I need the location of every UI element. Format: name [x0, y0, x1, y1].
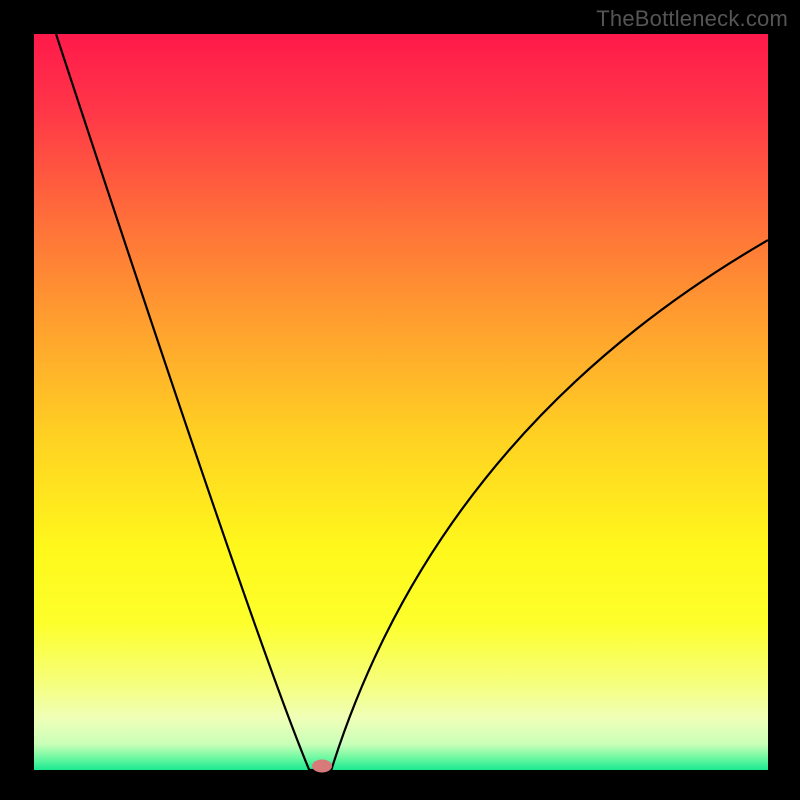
gradient-background [34, 34, 768, 770]
chart-svg [34, 34, 768, 770]
minimum-marker [312, 759, 332, 772]
plot-area [34, 34, 768, 770]
watermark-text: TheBottleneck.com [596, 6, 788, 32]
